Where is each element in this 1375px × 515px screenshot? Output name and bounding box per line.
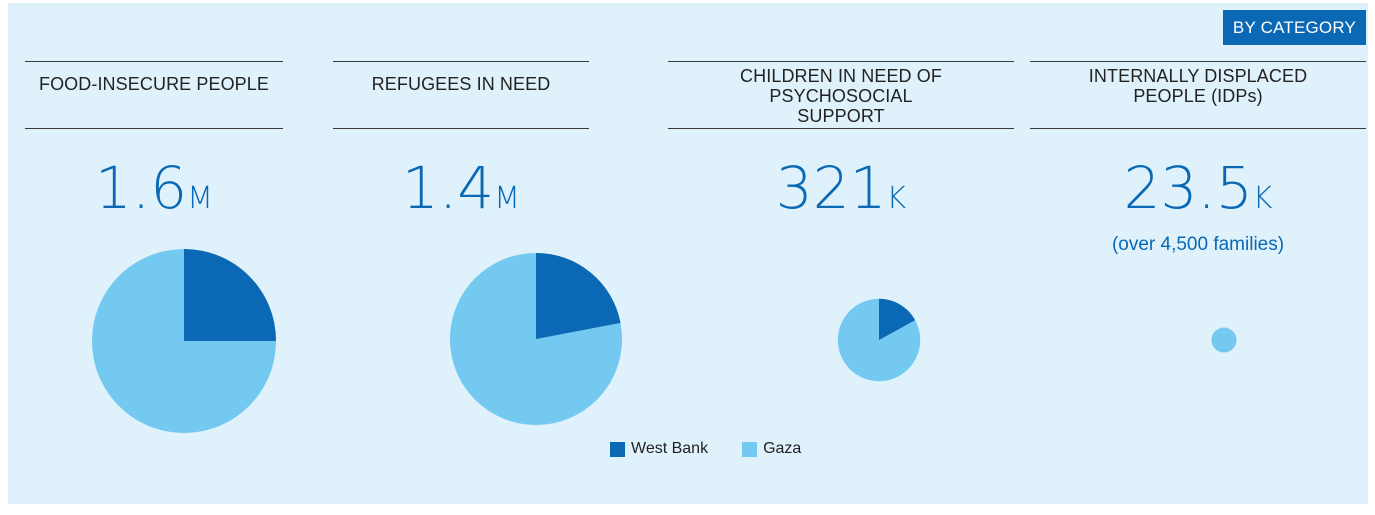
infographic-panel: [8, 3, 1368, 504]
category-children: CHILDREN IN NEED OF PSYCHOSOCIAL SUPPORT…: [668, 0, 1014, 515]
category-title: CHILDREN IN NEED OF PSYCHOSOCIAL SUPPORT: [740, 66, 942, 126]
gaza-slice: [1211, 327, 1237, 353]
category-total: 321K: [668, 155, 1014, 232]
top-rule: [1030, 61, 1366, 62]
category-food-insecure: FOOD-INSECURE PEOPLE 1.6M: [25, 0, 283, 515]
gaza-swatch: [742, 441, 758, 457]
total-unit: M: [187, 181, 214, 216]
total-unit: M: [494, 181, 521, 216]
legend: West Bank Gaza: [610, 440, 835, 458]
pie-1: [449, 252, 623, 426]
west-bank-slice: [536, 252, 621, 339]
total-value: 23.5: [1123, 154, 1253, 222]
top-rule: [668, 61, 1014, 62]
legend-label: Gaza: [763, 440, 802, 457]
west-bank-slice: [879, 298, 916, 340]
west-bank-slice: [184, 249, 276, 341]
total-unit: K: [1252, 181, 1273, 216]
bottom-rule: [25, 128, 283, 129]
category-refugees: REFUGEES IN NEED 1.4M: [333, 0, 589, 515]
category-title: REFUGEES IN NEED: [371, 74, 551, 94]
category-title: INTERNALLY DISPLACED PEOPLE (IDPs): [1088, 66, 1308, 106]
legend-label: West Bank: [631, 440, 709, 457]
category-total: 23.5K: [1030, 155, 1366, 232]
top-rule: [25, 61, 283, 62]
pie-3: [1211, 327, 1237, 353]
bottom-rule: [668, 128, 1014, 129]
category-total: 1.4M: [333, 155, 589, 232]
category-title: FOOD-INSECURE PEOPLE: [38, 74, 270, 94]
total-unit: K: [886, 181, 907, 216]
legend-item-west-bank: West Bank: [610, 440, 708, 458]
category-idps: INTERNALLY DISPLACED PEOPLE (IDPs) 23.5K…: [1030, 0, 1366, 515]
total-value: 1.4: [401, 154, 495, 222]
families-note: (over 4,500 families): [1111, 234, 1285, 255]
pie-2: [837, 298, 921, 382]
total-value: 321: [775, 154, 887, 222]
by-category-badge: BY CATEGORY: [1223, 10, 1366, 45]
bottom-rule: [1030, 128, 1366, 129]
bottom-rule: [333, 128, 589, 129]
west-bank-swatch: [610, 441, 625, 457]
category-total: 1.6M: [25, 155, 283, 232]
pie-0: [92, 249, 276, 433]
total-value: 1.6: [94, 154, 188, 222]
top-rule: [333, 61, 589, 62]
legend-item-gaza: Gaza: [742, 440, 801, 458]
